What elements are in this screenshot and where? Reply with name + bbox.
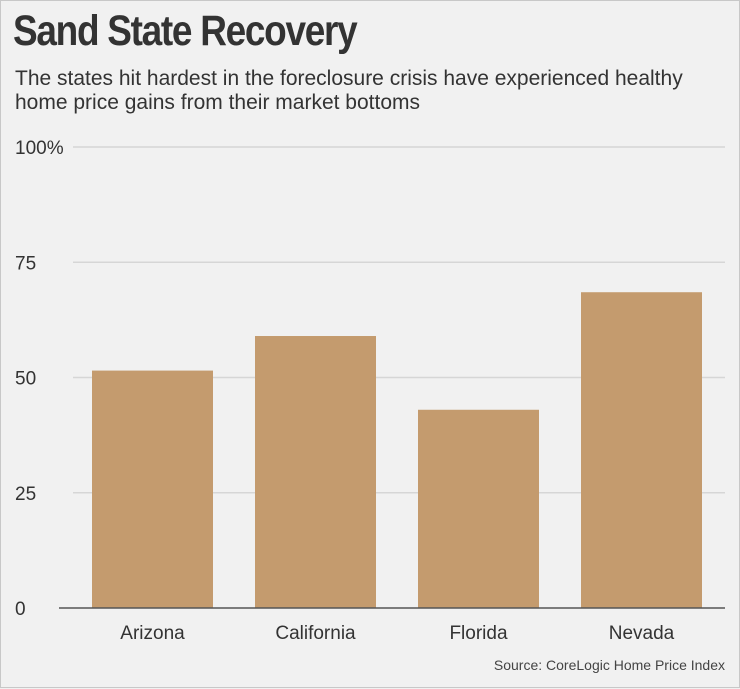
y-tick-label: 75 — [15, 253, 36, 274]
y-tick-label: 50 — [15, 369, 36, 390]
y-tick-label: 25 — [15, 484, 36, 505]
bar-florida — [418, 409, 539, 608]
x-tick-label: Florida — [449, 623, 508, 644]
x-axis-ticks: Arizona California Florida Nevada — [120, 623, 674, 644]
bars — [92, 292, 702, 608]
x-tick-label: Nevada — [609, 623, 675, 644]
source-note: Source: CoreLogic Home Price Index — [493, 657, 725, 673]
chart-subtitle: The states hit hardest in the foreclosur… — [15, 67, 683, 114]
y-axis-ticks: 0 25 50 75 100% — [15, 138, 64, 620]
bar-arizona — [92, 370, 213, 608]
bar-nevada — [581, 292, 702, 608]
y-tick-label: 100% — [15, 138, 64, 159]
chart-title: Sand State Recovery — [13, 7, 358, 55]
y-tick-label: 0 — [15, 599, 26, 620]
x-tick-label: Arizona — [120, 623, 185, 644]
bar-california — [255, 336, 376, 608]
x-tick-label: California — [275, 623, 356, 644]
